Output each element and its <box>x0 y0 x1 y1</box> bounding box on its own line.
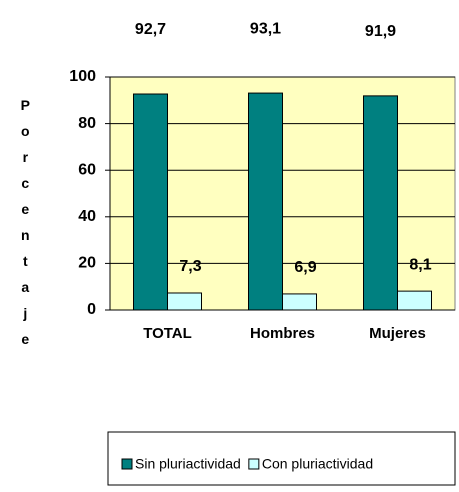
legend-swatch <box>121 458 133 470</box>
bar <box>248 92 283 311</box>
bar <box>363 95 398 311</box>
data-label: 92,7 <box>135 21 166 38</box>
bar <box>282 293 317 311</box>
y-tick-label: 60 <box>78 161 96 178</box>
data-label: 7,3 <box>179 258 201 275</box>
y-tick-label: 40 <box>78 208 96 225</box>
legend-label: Con pluriactividad <box>262 456 373 472</box>
legend-swatch <box>248 458 260 470</box>
x-tick-label: TOTAL <box>143 325 192 342</box>
bar <box>167 292 202 311</box>
x-tick-label: Hombres <box>250 325 315 342</box>
x-tick-label: Mujeres <box>369 325 426 342</box>
data-label: 91,9 <box>365 23 396 40</box>
data-label: 6,9 <box>294 259 316 276</box>
data-label: 93,1 <box>250 20 281 37</box>
y-tick-label: 20 <box>78 255 96 272</box>
legend-box <box>107 431 456 486</box>
bar <box>133 93 168 311</box>
legend-label: Sin pluriactividad <box>135 456 241 472</box>
y-axis-label: Porcentaje <box>17 97 33 357</box>
y-tick-label: 80 <box>78 115 96 132</box>
bar <box>397 290 432 311</box>
y-tick-label: 0 <box>87 301 96 318</box>
data-label: 8,1 <box>409 256 431 273</box>
y-tick-label: 100 <box>69 68 96 85</box>
